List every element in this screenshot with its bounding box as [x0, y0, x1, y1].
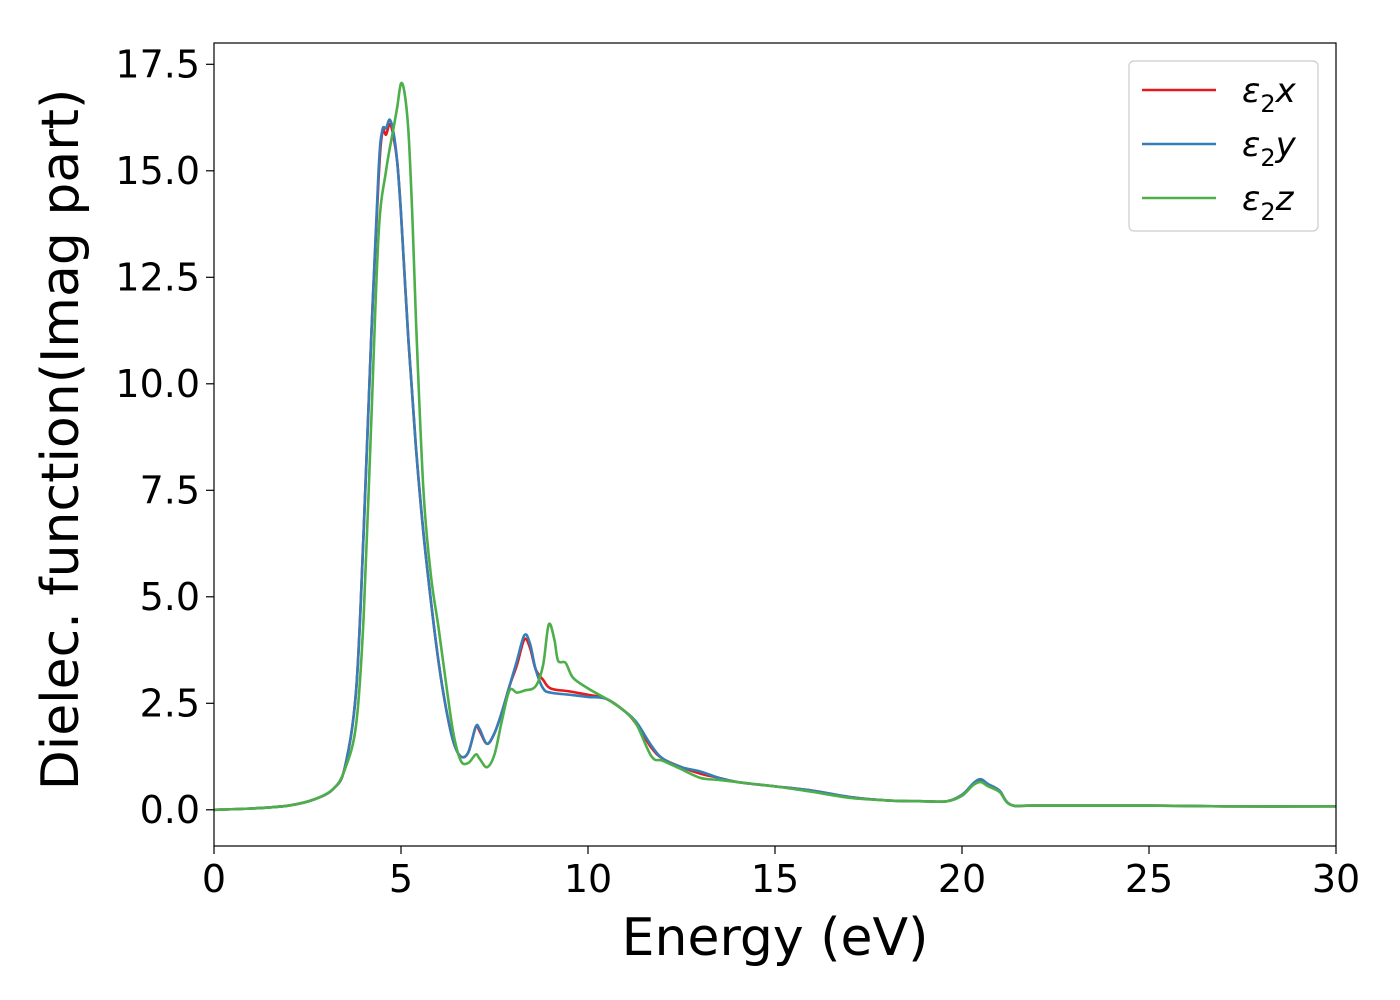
- y-tick-label: 5.0: [140, 575, 200, 619]
- y-tick-label: 2.5: [140, 681, 200, 725]
- legend-label-sub: 2: [1260, 198, 1275, 226]
- legend-box: [1128, 60, 1319, 232]
- series-group: [214, 81, 1336, 812]
- x-axis-title: Energy (eV): [622, 908, 929, 968]
- x-tick-label: 30: [1312, 857, 1360, 901]
- legend-label-sub: 2: [1260, 90, 1275, 118]
- series-line-3: [214, 81, 1336, 812]
- legend-label: ε2y: [1242, 125, 1297, 172]
- x-tick-label: 25: [1125, 857, 1173, 901]
- legend-label-suffix: y: [1275, 125, 1297, 165]
- legend-item: ε2z: [1142, 179, 1295, 226]
- x-tick-label: 10: [564, 857, 612, 901]
- y-tick-label: 17.5: [115, 42, 200, 86]
- x-tick-label: 5: [389, 857, 413, 901]
- x-axis-ticks: 0 5 10 15 20 25 30: [202, 846, 1360, 901]
- y-tick-label: 10.0: [115, 362, 200, 406]
- y-tick-label: 0.0: [140, 788, 200, 832]
- y-tick-label: 15.0: [115, 149, 200, 193]
- legend-item: ε2x: [1142, 71, 1297, 118]
- x-tick-label: 20: [938, 857, 986, 901]
- y-axis-title: Dielec. function(Imag part): [31, 89, 91, 791]
- x-tick-label: 0: [202, 857, 226, 901]
- legend-label: ε2z: [1242, 179, 1295, 226]
- legend-item: ε2y: [1142, 125, 1297, 172]
- legend-label-main: ε: [1242, 125, 1260, 165]
- legend-label: ε2x: [1242, 71, 1297, 118]
- legend-label-suffix: x: [1275, 71, 1297, 111]
- y-tick-label: 7.5: [140, 468, 200, 512]
- y-axis-ticks: 0.0 2.5 5.0 7.5 10.0 12.5 15.0 17.5: [115, 42, 214, 832]
- legend-label-main: ε: [1242, 179, 1260, 219]
- legend-label-sub: 2: [1260, 144, 1275, 172]
- legend-label-suffix: z: [1275, 179, 1295, 219]
- x-tick-label: 15: [751, 857, 799, 901]
- y-tick-label: 12.5: [115, 255, 200, 299]
- legend-label-main: ε: [1242, 71, 1260, 111]
